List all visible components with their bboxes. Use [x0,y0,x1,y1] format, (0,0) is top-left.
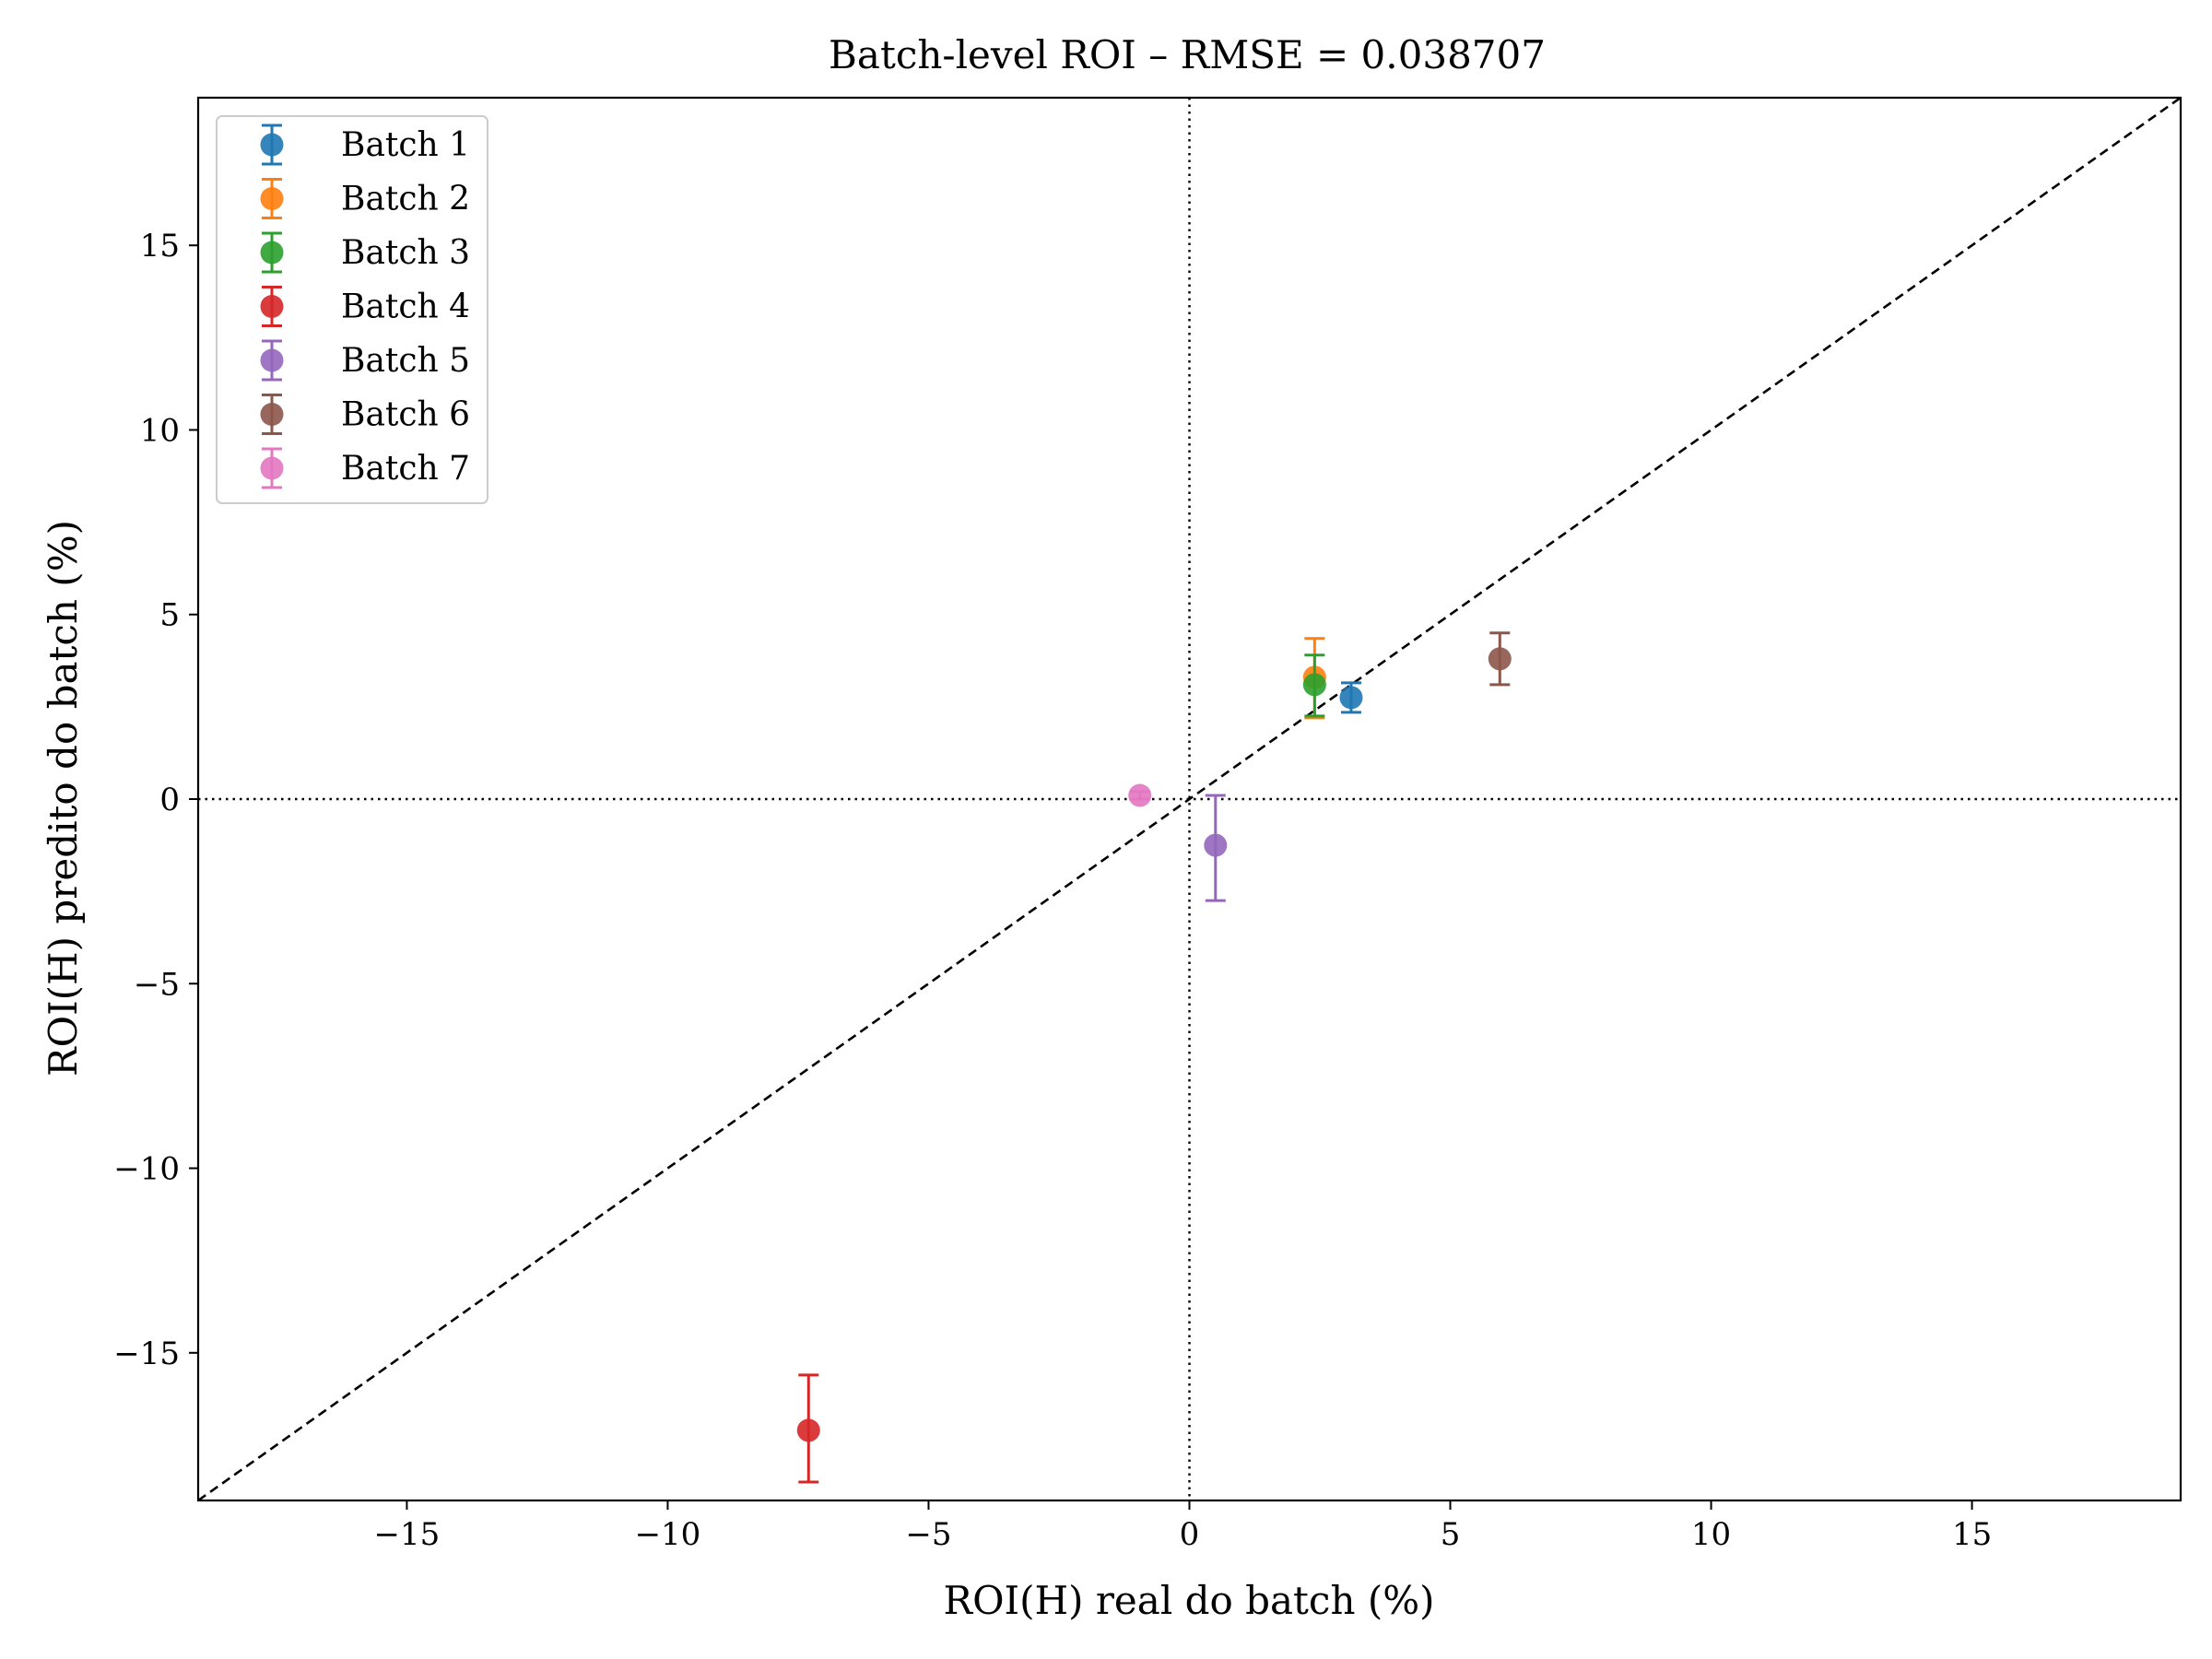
legend-label: Batch 2 [341,181,470,218]
marker [1302,673,1326,697]
legend-item-7: Batch 7 [260,447,470,489]
x-tick-label: −15 [374,1516,441,1553]
x-tick-label: 5 [1441,1516,1461,1553]
data-point-4 [796,1373,820,1484]
legend-marker [260,133,284,157]
marker [1339,686,1363,710]
legend-marker [260,295,284,318]
marker [1488,647,1512,671]
axis-ticks: −15 −10 −5 0 5 10 15 −15 −10 −5 0 5 10 15 [113,228,1992,1553]
legend-item-1: Batch 1 [260,124,470,166]
legend-item-3: Batch 3 [260,231,470,274]
chart-title: Batch-level ROI – RMSE = 0.038707 [829,32,1546,77]
legend-marker [260,187,284,210]
legend-label: Batch 6 [341,396,470,434]
x-tick-label: −5 [905,1516,951,1553]
legend-label: Batch 4 [341,288,470,326]
legend-marker [260,348,284,372]
legend-label: Batch 7 [341,450,470,488]
legend-item-4: Batch 4 [260,286,470,327]
y-axis-label: ROI(H) predito do batch (%) [41,520,86,1077]
x-tick-label: 15 [1952,1516,1992,1553]
plot-frame [196,96,2183,1502]
legend-item-2: Batch 2 [260,178,470,219]
x-axis-label: ROI(H) real do batch (%) [943,1578,1434,1623]
x-tick-label: 10 [1691,1516,1731,1553]
x-tick-label: −10 [635,1516,701,1553]
legend-marker [260,456,284,480]
legend-marker [260,403,284,426]
legend-item-6: Batch 6 [260,394,470,435]
identity-line [197,96,2182,1502]
marker [1128,783,1152,807]
y-tick-label: 15 [140,228,180,265]
legend-marker [260,241,284,265]
y-tick-label: −5 [134,966,180,1003]
y-tick-label: −10 [113,1151,180,1188]
legend: Batch 1 Batch 2 Batch 3 Batch 4 Batch 5 Batch… [216,115,488,504]
legend-label: Batch 1 [341,126,470,164]
y-tick-label: 10 [140,412,180,449]
data-point-3 [1302,653,1326,718]
data-point-6 [1488,631,1512,687]
y-tick-label: −15 [113,1335,180,1372]
legend-frame [216,115,488,504]
data-point-7 [1128,783,1152,807]
legend-label: Batch 3 [341,234,470,272]
marker [1204,833,1228,857]
marker [796,1418,820,1442]
y-tick-label: 5 [159,597,180,634]
legend-label: Batch 5 [341,342,470,380]
plot-area [197,96,2182,1502]
data-point-1 [1339,681,1363,714]
y-tick-label: 0 [159,782,180,818]
x-tick-label: 0 [1180,1516,1200,1553]
data-point-5 [1204,794,1228,902]
legend-item-5: Batch 5 [260,339,470,382]
